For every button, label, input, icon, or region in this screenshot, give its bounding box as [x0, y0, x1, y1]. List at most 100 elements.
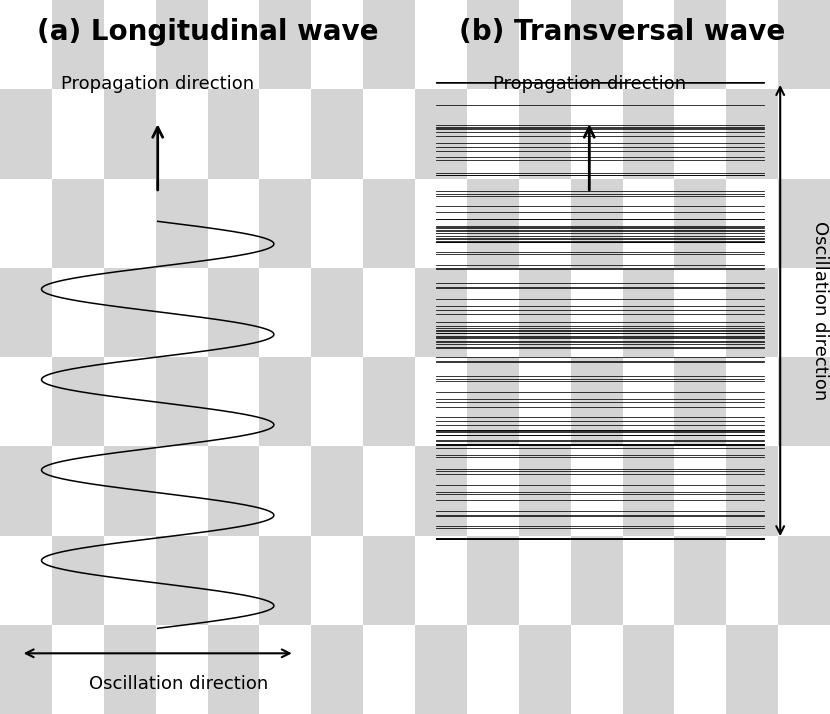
- Bar: [208, 0, 260, 89]
- Bar: [51, 268, 104, 357]
- Bar: [519, 0, 571, 89]
- Bar: [675, 89, 726, 178]
- Bar: [156, 536, 208, 625]
- Bar: [104, 268, 156, 357]
- Bar: [0, 625, 51, 714]
- Bar: [415, 268, 466, 357]
- Bar: [0, 357, 51, 446]
- Bar: [519, 446, 571, 536]
- Bar: [156, 625, 208, 714]
- Bar: [260, 178, 311, 268]
- Bar: [466, 446, 519, 536]
- Bar: [311, 89, 364, 178]
- Bar: [104, 446, 156, 536]
- Bar: [571, 536, 622, 625]
- Bar: [51, 625, 104, 714]
- Bar: [415, 357, 466, 446]
- Bar: [466, 357, 519, 446]
- Bar: [622, 357, 675, 446]
- Bar: [104, 178, 156, 268]
- Bar: [622, 268, 675, 357]
- Bar: [208, 536, 260, 625]
- Bar: [51, 536, 104, 625]
- Bar: [311, 268, 364, 357]
- Text: (a) Longitudinal wave: (a) Longitudinal wave: [37, 18, 378, 46]
- Bar: [622, 536, 675, 625]
- Bar: [208, 89, 260, 178]
- Bar: [260, 0, 311, 89]
- Bar: [104, 625, 156, 714]
- Bar: [51, 446, 104, 536]
- Bar: [779, 178, 830, 268]
- Bar: [104, 536, 156, 625]
- Bar: [519, 536, 571, 625]
- Bar: [726, 0, 779, 89]
- Bar: [51, 357, 104, 446]
- Bar: [260, 446, 311, 536]
- Bar: [415, 0, 466, 89]
- Bar: [571, 625, 622, 714]
- Bar: [260, 268, 311, 357]
- Bar: [260, 89, 311, 178]
- Bar: [364, 446, 415, 536]
- Bar: [466, 0, 519, 89]
- Bar: [675, 268, 726, 357]
- Bar: [622, 89, 675, 178]
- Text: Oscillation direction: Oscillation direction: [811, 221, 828, 401]
- Bar: [0, 446, 51, 536]
- Bar: [0, 268, 51, 357]
- Bar: [208, 625, 260, 714]
- Bar: [726, 178, 779, 268]
- Bar: [311, 357, 364, 446]
- Bar: [51, 89, 104, 178]
- Bar: [415, 178, 466, 268]
- Bar: [311, 0, 364, 89]
- Bar: [311, 178, 364, 268]
- Bar: [622, 625, 675, 714]
- Bar: [519, 178, 571, 268]
- Bar: [519, 625, 571, 714]
- Bar: [156, 178, 208, 268]
- Bar: [675, 357, 726, 446]
- Bar: [779, 536, 830, 625]
- Bar: [571, 268, 622, 357]
- Bar: [156, 89, 208, 178]
- Bar: [364, 357, 415, 446]
- Bar: [260, 536, 311, 625]
- Bar: [415, 536, 466, 625]
- Bar: [51, 0, 104, 89]
- Bar: [571, 446, 622, 536]
- Bar: [364, 178, 415, 268]
- Bar: [415, 89, 466, 178]
- Bar: [311, 446, 364, 536]
- Bar: [0, 0, 51, 89]
- Bar: [311, 536, 364, 625]
- Bar: [466, 178, 519, 268]
- Bar: [156, 357, 208, 446]
- Bar: [51, 178, 104, 268]
- Text: (b) Transversal wave: (b) Transversal wave: [459, 18, 786, 46]
- Bar: [779, 446, 830, 536]
- Bar: [519, 268, 571, 357]
- Bar: [675, 0, 726, 89]
- Bar: [156, 268, 208, 357]
- Bar: [622, 0, 675, 89]
- Bar: [0, 89, 51, 178]
- Bar: [779, 89, 830, 178]
- Bar: [0, 536, 51, 625]
- Bar: [726, 536, 779, 625]
- Bar: [208, 446, 260, 536]
- Bar: [726, 268, 779, 357]
- Bar: [571, 357, 622, 446]
- Bar: [260, 625, 311, 714]
- Bar: [519, 357, 571, 446]
- Bar: [726, 89, 779, 178]
- Text: Oscillation direction: Oscillation direction: [89, 675, 268, 693]
- Bar: [726, 357, 779, 446]
- Bar: [0, 178, 51, 268]
- Bar: [571, 89, 622, 178]
- Bar: [622, 446, 675, 536]
- Bar: [364, 89, 415, 178]
- Bar: [466, 268, 519, 357]
- Bar: [466, 89, 519, 178]
